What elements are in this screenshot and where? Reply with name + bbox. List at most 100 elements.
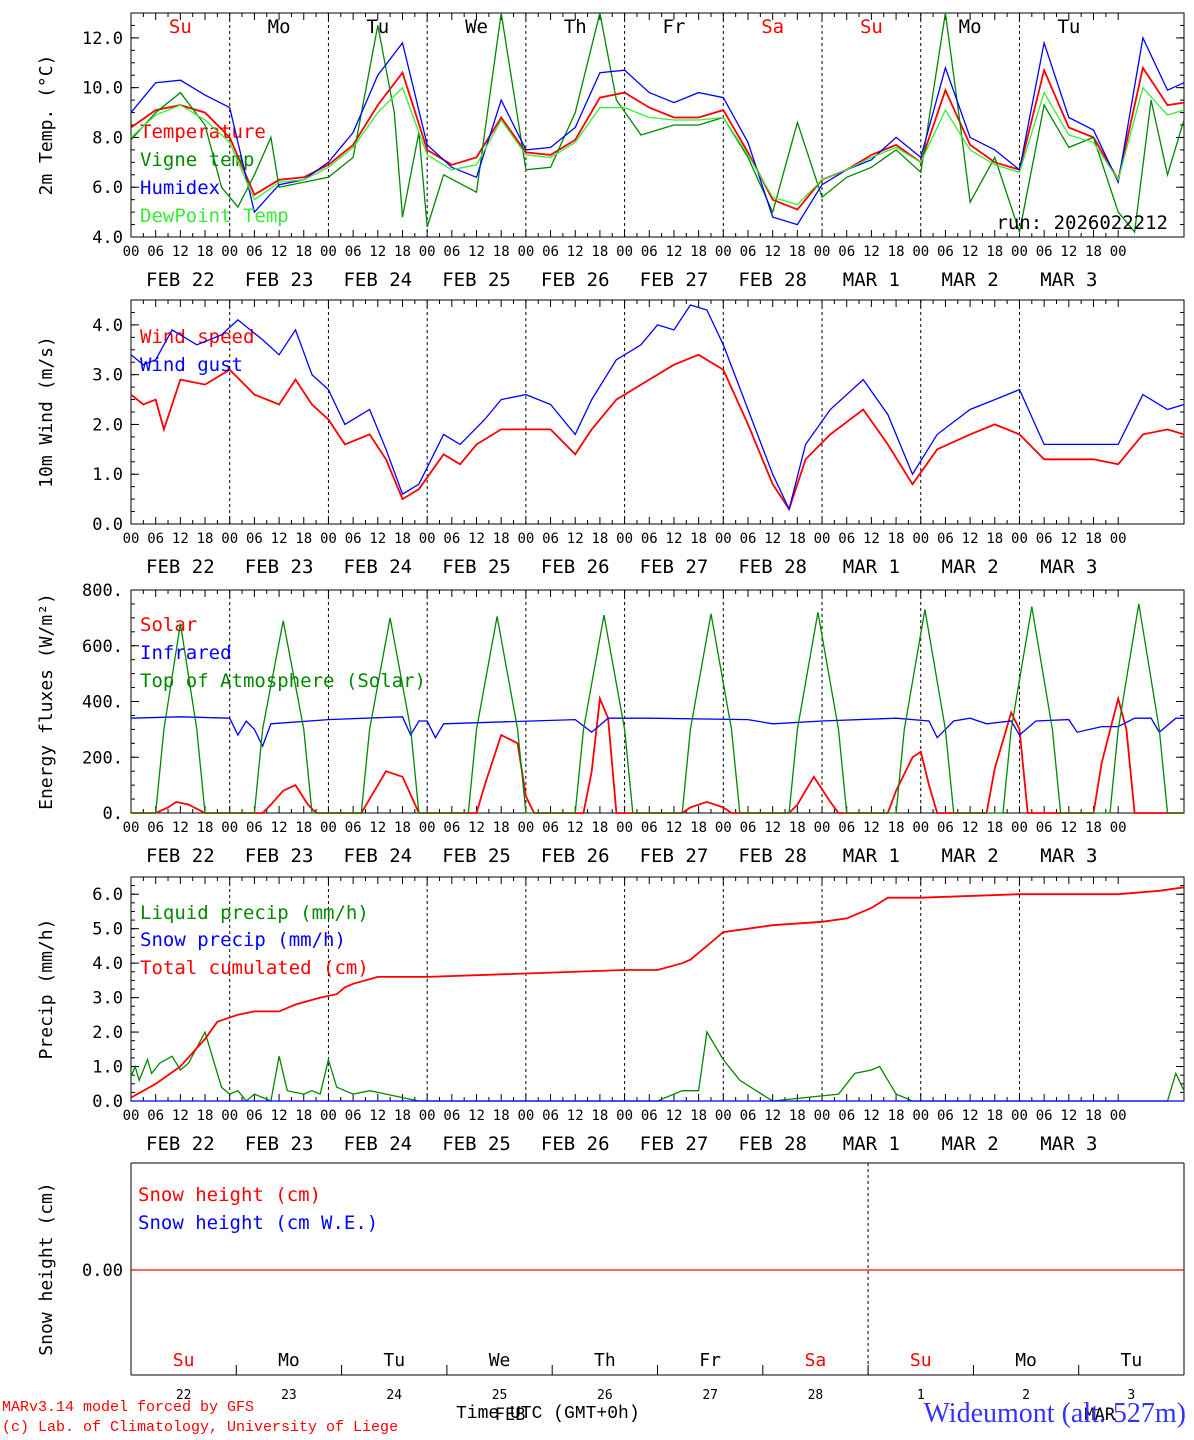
temp-date-label: FEB 28 <box>738 269 807 291</box>
weekday-label: Fr <box>663 16 686 38</box>
energy-date-label: FEB 22 <box>146 845 215 867</box>
precip-ytick-label: 6.0 <box>92 885 123 905</box>
energy-hour-label: 12 <box>172 820 189 836</box>
temp-hour-label: 18 <box>1085 244 1102 260</box>
wind-hour-label: 00 <box>1011 531 1028 547</box>
energy-hour-label: 18 <box>1085 820 1102 836</box>
energy-ytick-label: 600. <box>82 637 123 657</box>
energy-hour-label: 06 <box>246 820 263 836</box>
energy-hour-label: 00 <box>1011 820 1028 836</box>
wind-date-label: FEB 28 <box>738 556 807 578</box>
wind-hour-label: 06 <box>838 531 855 547</box>
precip-hour-label: 18 <box>789 1108 806 1124</box>
energy-ytick-label: 800. <box>82 581 123 601</box>
precip-hour-label: 18 <box>888 1108 905 1124</box>
energy-hour-label: 12 <box>962 820 979 836</box>
month-label-mar: MAR <box>1084 1405 1115 1425</box>
wind-hour-label: 12 <box>863 531 880 547</box>
energy-hour-label: 18 <box>493 820 510 836</box>
wind-hour-label: 00 <box>1110 531 1127 547</box>
model-credit: MARv3.14 model forced by GFS <box>2 1399 255 1416</box>
temp-hour-label: 12 <box>764 244 781 260</box>
wind-ylabel: 10m Wind (m/s) <box>36 336 57 488</box>
wind-hour-label: 12 <box>764 531 781 547</box>
wind-date-label: FEB 24 <box>343 556 412 578</box>
energy-hour-label: 06 <box>1036 820 1053 836</box>
energy-hour-label: 18 <box>789 820 806 836</box>
wind-hour-label: 18 <box>493 531 510 547</box>
wind-hour-label: 12 <box>271 531 288 547</box>
temp-hour-label: 18 <box>986 244 1003 260</box>
copyright-credit: (c) Lab. of Climatology, University of L… <box>2 1419 399 1436</box>
wind-hour-label: 18 <box>789 531 806 547</box>
energy-hour-label: 12 <box>567 820 584 836</box>
energy-ytick-label: 400. <box>82 693 123 713</box>
weekday-label: Mo <box>959 16 982 38</box>
energy-date-label: FEB 24 <box>343 845 412 867</box>
temp-hour-label: 06 <box>147 244 164 260</box>
snow-legend-0: Snow height (cm) <box>138 1184 321 1206</box>
energy-date-label: FEB 28 <box>738 845 807 867</box>
temp-date-label: FEB 26 <box>541 269 610 291</box>
temp-ylabel: 2m Temp. (°C) <box>36 55 57 196</box>
energy-hour-label: 00 <box>912 820 929 836</box>
wind-hour-label: 12 <box>172 531 189 547</box>
energy-date-label: MAR 3 <box>1040 845 1097 867</box>
temp-ytick-label: 10.0 <box>82 79 123 99</box>
wind-hour-label: 06 <box>740 531 757 547</box>
x-axis-title: Time UTC (GMT+0h) <box>456 1404 640 1424</box>
wind-ytick-label: 3.0 <box>92 366 123 386</box>
temp-date-label: FEB 23 <box>245 269 314 291</box>
temp-ytick-label: 12.0 <box>82 29 123 49</box>
energy-hour-label: 18 <box>197 820 214 836</box>
temp-hour-label: 18 <box>591 244 608 260</box>
wind-hour-label: 12 <box>962 531 979 547</box>
weekday-label: Mo <box>268 16 291 38</box>
wind-hour-label: 12 <box>567 531 584 547</box>
wind-date-label: MAR 3 <box>1040 556 1097 578</box>
snow-ylabel: Snow height (cm) <box>36 1182 57 1355</box>
snow-daynum-label: 2 <box>1022 1388 1030 1403</box>
energy-hour-label: 00 <box>616 820 633 836</box>
precip-series-2 <box>130 886 1185 1099</box>
precip-legend-2: Total cumulated (cm) <box>140 957 369 979</box>
precip-hour-label: 18 <box>295 1108 312 1124</box>
precip-hour-label: 00 <box>616 1108 633 1124</box>
precip-hour-label: 06 <box>542 1108 559 1124</box>
wind-date-label: FEB 23 <box>245 556 314 578</box>
temp-hour-label: 12 <box>863 244 880 260</box>
temp-hour-label: 06 <box>641 244 658 260</box>
snow-weekday-label: Tu <box>383 1350 405 1371</box>
wind-ytick-label: 4.0 <box>92 316 123 336</box>
precip-hour-label: 00 <box>517 1108 534 1124</box>
precip-ytick-label: 2.0 <box>92 1023 123 1043</box>
weekday-label: Tu <box>366 16 389 38</box>
energy-hour-label: 12 <box>271 820 288 836</box>
energy-hour-label: 12 <box>666 820 683 836</box>
temp-hour-label: 12 <box>468 244 485 260</box>
precip-hour-label: 00 <box>320 1108 337 1124</box>
wind-series-0 <box>130 353 1185 512</box>
precip-ytick-label: 5.0 <box>92 920 123 940</box>
temp-hour-label: 18 <box>197 244 214 260</box>
wind-date-label: MAR 1 <box>843 556 900 578</box>
wind-ytick-label: 2.0 <box>92 415 123 435</box>
precip-hour-label: 12 <box>764 1108 781 1124</box>
energy-legend-2: Top of Atmosphere (Solar) <box>140 670 426 692</box>
energy-date-label: FEB 27 <box>640 845 709 867</box>
weekday-label: Su <box>860 16 883 38</box>
precip-date-label: FEB 23 <box>245 1133 314 1155</box>
snow-daynum-label: 22 <box>176 1388 192 1403</box>
temp-hour-label: 18 <box>888 244 905 260</box>
wind-hour-label: 06 <box>345 531 362 547</box>
temp-hour-label: 06 <box>1036 244 1053 260</box>
temp-date-label: MAR 3 <box>1040 269 1097 291</box>
energy-hour-label: 06 <box>641 820 658 836</box>
precip-hour-label: 00 <box>814 1108 831 1124</box>
wind-hour-label: 00 <box>616 531 633 547</box>
wind-hour-label: 00 <box>517 531 534 547</box>
precip-hour-label: 06 <box>345 1108 362 1124</box>
wind-hour-label: 12 <box>468 531 485 547</box>
energy-series-2 <box>131 603 1184 814</box>
